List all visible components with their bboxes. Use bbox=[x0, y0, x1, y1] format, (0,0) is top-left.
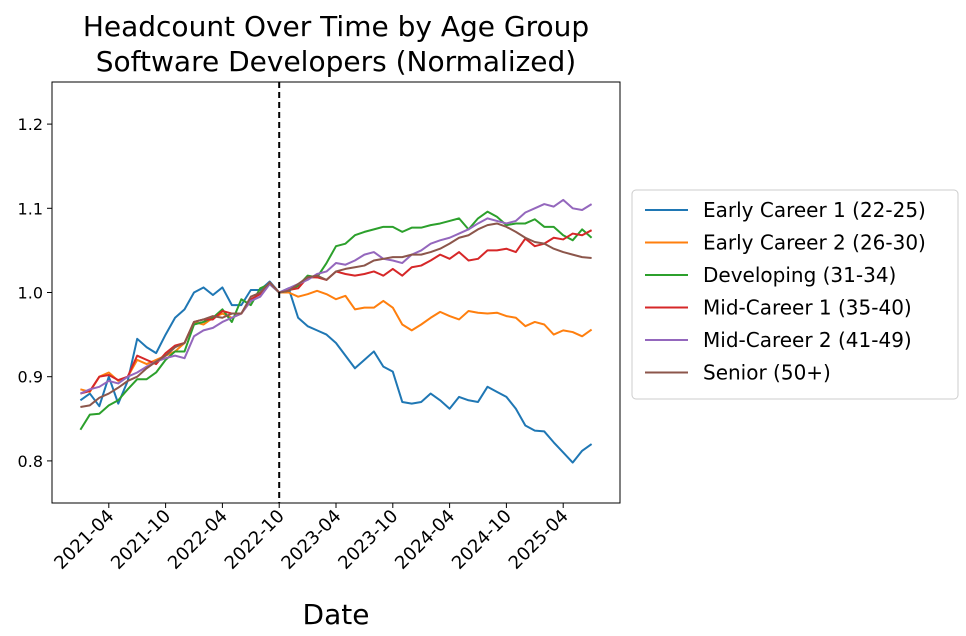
x-tick-label: 2023-10 bbox=[334, 506, 402, 574]
series-line bbox=[79, 198, 593, 395]
series-line bbox=[80, 229, 593, 395]
x-tick-label: 2024-10 bbox=[448, 506, 516, 574]
legend-label: Developing (31-34) bbox=[703, 263, 896, 287]
x-tick-label: 2022-04 bbox=[164, 506, 232, 574]
x-tick-label: 2023-04 bbox=[277, 506, 345, 574]
x-tick-label: 2025-04 bbox=[505, 506, 573, 574]
x-axis-label: Date bbox=[303, 598, 370, 631]
x-tick-label: 2022-10 bbox=[221, 506, 289, 574]
y-tick-label: 0.8 bbox=[18, 452, 43, 471]
chart-subtitle: Software Developers (Normalized) bbox=[96, 45, 576, 78]
y-tick-label: 1.1 bbox=[18, 199, 43, 218]
chart-title: Headcount Over Time by Age Group bbox=[83, 10, 589, 43]
series-line bbox=[80, 222, 592, 408]
legend-label: Early Career 2 (26-30) bbox=[703, 231, 926, 255]
legend-label: Senior (50+) bbox=[703, 361, 831, 385]
legend-label: Mid-Career 1 (35-40) bbox=[703, 296, 912, 320]
x-tick-label: 2024-04 bbox=[391, 506, 459, 574]
plot-frame bbox=[51, 81, 621, 504]
series-line bbox=[79, 210, 593, 431]
legend-label: Mid-Career 2 (41-49) bbox=[703, 328, 912, 352]
legend-label: Early Career 1 (22-25) bbox=[703, 198, 926, 222]
y-tick-label: 1.0 bbox=[18, 284, 43, 303]
x-tick-label: 2021-10 bbox=[107, 506, 175, 574]
y-tick-label: 1.2 bbox=[18, 115, 43, 134]
legend-box bbox=[631, 189, 959, 400]
series-line bbox=[79, 280, 593, 464]
x-tick-label: 2021-04 bbox=[50, 506, 118, 574]
series-line bbox=[80, 283, 593, 393]
y-tick-label: 0.9 bbox=[18, 368, 43, 387]
